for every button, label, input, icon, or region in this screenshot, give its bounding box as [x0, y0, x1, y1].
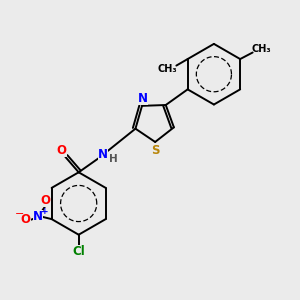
Text: CH₃: CH₃: [252, 44, 272, 54]
Text: N: N: [138, 92, 148, 105]
Text: Cl: Cl: [72, 245, 85, 258]
Text: H: H: [109, 154, 118, 164]
Text: N: N: [33, 210, 43, 223]
Text: O: O: [41, 194, 51, 207]
Text: −: −: [15, 209, 24, 219]
Text: N: N: [98, 148, 108, 161]
Text: S: S: [152, 144, 160, 157]
Text: CH₃: CH₃: [158, 64, 177, 74]
Text: O: O: [57, 144, 67, 157]
Text: +: +: [41, 207, 49, 216]
Text: O: O: [21, 213, 31, 226]
